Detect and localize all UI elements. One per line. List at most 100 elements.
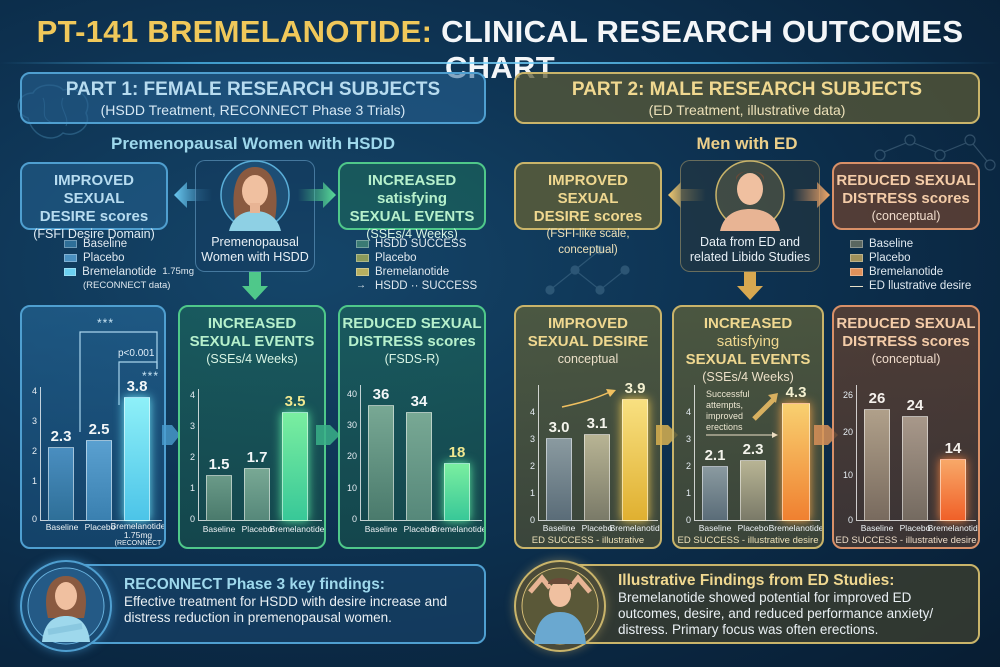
trend-arrow-icon (706, 393, 778, 438)
molecule-icon (874, 134, 996, 171)
page-title: PT-141 BREMELANOTIDE: CLINICAL RESEARCH … (0, 14, 1000, 86)
bar-value: 24 (906, 397, 924, 414)
bar-bremelanotide (782, 403, 810, 521)
x-label: Baseline (860, 523, 894, 533)
bar-value: 2.5 (88, 421, 110, 438)
legend-label: Baseline (83, 238, 128, 250)
arrow-down-icon (242, 272, 268, 300)
bar-value: 18 (448, 444, 466, 461)
bar-placebo (740, 460, 766, 521)
x-label: Baseline (698, 523, 732, 533)
bar-baseline (546, 438, 572, 521)
arrow-right-icon (298, 182, 336, 208)
findings-text: distress. Primary focus was often erecti… (618, 622, 879, 637)
y-tick: 0 (847, 515, 853, 525)
chart-subtitle: (SSEs/4 Weeks) (206, 352, 298, 366)
female-findings-avatar (20, 560, 112, 652)
findings-title: RECONNECT Phase 3 key findings: (124, 576, 385, 593)
findings-title: Illustrative Findings from ED Studies: (618, 572, 895, 589)
part1-population-title: Premenopausal Women with HSDD (110, 134, 395, 153)
x-label: Baseline (202, 524, 236, 534)
bar-value: 3.1 (586, 415, 608, 432)
bar-bremelanotide (940, 459, 966, 521)
chart-male-distress: REDUCED SEXUAL DISTRESS scores (conceptu… (832, 305, 980, 549)
y-tick: 26 (842, 390, 853, 400)
annotation-line: attempts, (706, 400, 744, 410)
bar-value: 1.5 (208, 456, 230, 473)
y-tick: 1 (529, 488, 535, 498)
bar-value: 1.7 (246, 449, 268, 466)
chart-arrow-icon (316, 425, 340, 445)
part2-subheading: (ED Treatment, illustrative data) (648, 102, 846, 118)
legend-label: Bremelanotide (869, 266, 944, 278)
man-relaxed-icon (521, 567, 599, 645)
legend-label: 1.75mg (162, 266, 194, 277)
y-tick: 20 (346, 451, 357, 461)
avatar-label: related Libido Studies (689, 250, 811, 264)
y-tick: 20 (842, 427, 853, 437)
bar-value: 3.9 (624, 380, 646, 397)
arrow-down-icon (737, 272, 763, 300)
legend-label: Bremelanotide (375, 266, 450, 278)
bar-bremelanotide (444, 463, 470, 521)
avatar-label: Data from ED and (699, 235, 801, 249)
box-line: IMPROVED SEXUAL (547, 172, 628, 207)
bar-placebo (406, 412, 432, 521)
y-tick: 4 (529, 407, 535, 417)
bar-value: 3.5 (284, 393, 306, 410)
legend-label: (RECONNECT data) (83, 280, 171, 291)
female-desire-box: IMPROVED SEXUAL DESIRE scores (FSFI Desi… (20, 162, 168, 241)
bar-value: 3.0 (548, 419, 570, 436)
significance-label: *** (97, 316, 115, 330)
legend-label: Bremelanotide (82, 266, 157, 278)
bar-bremelanotide (622, 399, 648, 521)
box-line: INCREASED satisfying (367, 172, 457, 207)
bar-baseline (864, 409, 890, 521)
chart-title: REDUCED SEXUAL DISTRESS scores (conceptu… (834, 315, 978, 367)
bar-placebo (902, 416, 928, 521)
man-avatar-icon (715, 160, 785, 231)
x-label: Bremelanotide (927, 523, 980, 533)
chart-male-desire: IMPROVED SEXUAL DESIRE conceptual 4 3 2 … (514, 305, 662, 549)
legend-label: Placebo (83, 252, 125, 264)
legend-label: Baseline (869, 238, 914, 250)
y-tick: 0 (685, 515, 691, 525)
chart-subtitle: conceptual (557, 352, 619, 366)
woman-arms-crossed-icon (27, 567, 105, 645)
male-findings-box: Illustrative Findings from ED Studies: B… (564, 564, 980, 644)
bar-value: 2.3 (742, 441, 764, 458)
y-tick: 40 (346, 389, 357, 399)
bar-placebo (244, 468, 270, 521)
part2-header: PART 2: MALE RESEARCH SUBJECTS (ED Treat… (514, 72, 980, 124)
female-findings-box: RECONNECT Phase 3 key findings: Effectiv… (70, 564, 486, 644)
chart-footer: ED SUCCESS - illustrative desire (835, 535, 977, 546)
y-tick: 0 (351, 514, 357, 524)
box-subline: (conceptual) (871, 209, 941, 223)
findings-text: distress reduction in premenopausal wome… (124, 610, 392, 625)
y-tick: 0 (189, 514, 195, 524)
bar-value: 26 (868, 390, 886, 407)
y-tick: 0 (31, 514, 37, 524)
successful-annotation: Successful attempts, improved erections (706, 389, 750, 433)
box-subline: (FSFI Desire Domain) (33, 227, 155, 241)
y-tick: 2 (529, 461, 535, 471)
y-tick: 30 (346, 420, 357, 430)
part2-population-title: Men with ED (696, 134, 798, 153)
chart-title-line: IMPROVED (547, 315, 628, 332)
male-distress-legend: Baseline Placebo Bremelanotide ED llustr… (850, 237, 990, 293)
bar-value: 4.3 (785, 384, 807, 401)
chart-female-desire: 4 3 2 1 0 *** p<0.001 *** 2.3 2.5 3.8 Ba… (20, 305, 166, 549)
y-tick: 3 (31, 416, 37, 426)
y-tick: 1 (31, 476, 37, 486)
y-tick: 10 (842, 470, 853, 480)
part2-heading: PART 2: MALE RESEARCH SUBJECTS (571, 79, 923, 100)
legend-label: HSDD ·· SUCCESS (375, 280, 478, 292)
chart-male-events: INCREASED satisfying SEXUAL EVENTS (SSEs… (672, 305, 824, 549)
chart-title-line: REDUCED SEXUAL (836, 315, 976, 332)
x-label: Placebo (899, 523, 931, 533)
female-desire-legend: Baseline Placebo Bremelanotide 1.75mg (R… (64, 237, 194, 293)
y-tick: 4 (31, 386, 37, 396)
bar-baseline (48, 447, 74, 521)
y-tick: 10 (346, 483, 357, 493)
bar-value: 34 (410, 393, 428, 410)
